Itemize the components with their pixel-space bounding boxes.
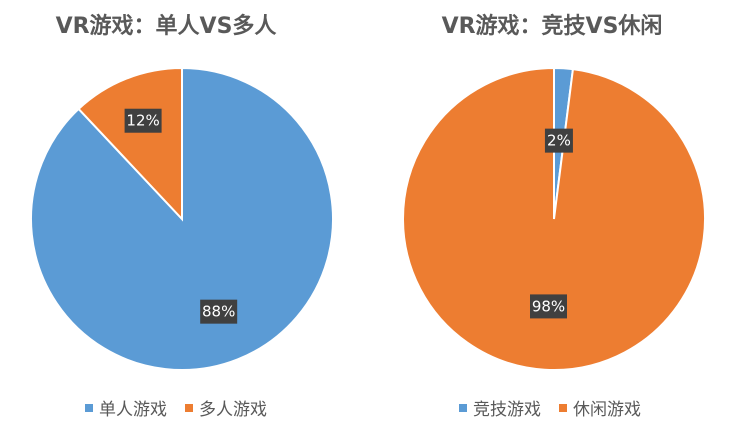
legend-label: 多人游戏 bbox=[199, 400, 267, 420]
chart-title: VR游戏：竞技VS休闲 bbox=[442, 13, 663, 39]
legend-swatch bbox=[559, 404, 567, 412]
data-labels: 2% 98% bbox=[530, 128, 573, 319]
legend-label: 竞技游戏 bbox=[473, 400, 541, 420]
legend-swatch bbox=[459, 404, 467, 412]
data-label: 12% bbox=[126, 112, 159, 130]
legend: 竞技游戏 休闲游戏 bbox=[459, 400, 641, 420]
pie-slices bbox=[402, 66, 706, 371]
legend-label: 休闲游戏 bbox=[573, 400, 641, 420]
pie-chart-competitive-vs-casual: VR游戏：竞技VS休闲 2% 98% 竞技游戏 休闲游戏 bbox=[402, 13, 706, 420]
pie-slices bbox=[30, 66, 334, 371]
pie-slice bbox=[402, 66, 706, 371]
data-label: 2% bbox=[547, 132, 571, 150]
data-label: 88% bbox=[202, 303, 235, 321]
legend-swatch bbox=[85, 404, 93, 412]
pie-chart-single-vs-multi: VR游戏：单人VS多人 88% 12% 单人游戏 多人游戏 bbox=[30, 13, 334, 420]
data-label-box bbox=[530, 294, 568, 319]
data-label: 98% bbox=[532, 297, 565, 315]
pie-slice bbox=[30, 66, 334, 371]
data-label-box bbox=[544, 128, 573, 153]
legend-swatch bbox=[185, 404, 193, 412]
data-label-box bbox=[200, 299, 238, 324]
pie-slice bbox=[77, 66, 183, 222]
chart-title: VR游戏：单人VS多人 bbox=[56, 13, 277, 39]
data-label-box bbox=[124, 108, 162, 133]
legend: 单人游戏 多人游戏 bbox=[85, 400, 267, 420]
legend-label: 单人游戏 bbox=[99, 400, 167, 420]
data-labels: 88% 12% bbox=[124, 108, 238, 324]
